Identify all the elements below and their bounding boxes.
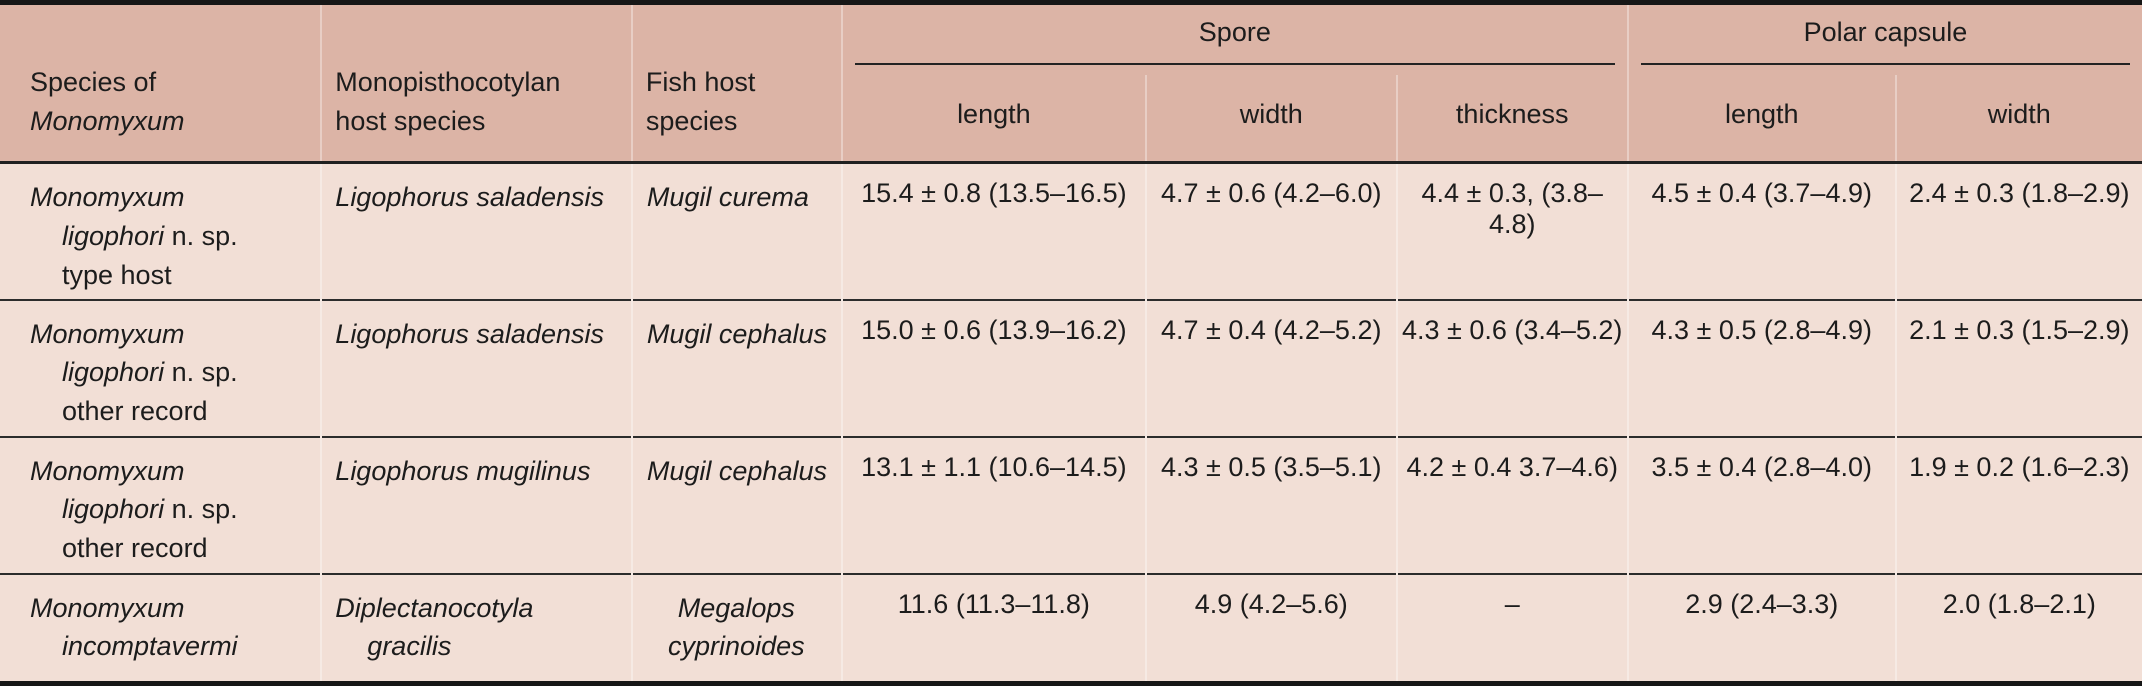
cell-pc-width: 2.1 ± 0.3 (1.5–2.9): [1909, 314, 2130, 345]
cell-monopisthocotylan-host: Ligophorus saladensis: [321, 162, 633, 300]
cell-pc-length: 4.5 ± 0.4 (3.7–4.9): [1627, 162, 1897, 300]
cell-monopisthocotylan-host: Ligophorus saladensis: [321, 299, 633, 437]
species-suffix: n. sp.: [164, 357, 238, 388]
polar-capsule-group-label: Polar capsule: [1803, 17, 1968, 47]
cell-spore-thickness: 4.4 ± 0.3, (3.8–4.8): [1396, 162, 1629, 300]
species-epithet: incomptavermi: [62, 631, 238, 662]
cell-pc-width: 1.9 ± 0.2 (1.6–2.3): [1909, 451, 2130, 482]
header-species-column: Species of Monomyxum: [0, 2, 323, 163]
cell-spore-width: 4.9 (4.2–5.6): [1145, 573, 1398, 684]
fish-host-line1: Mugil curema: [646, 182, 809, 212]
cell-species: Monomyxum ligophori n. sp. other record: [0, 299, 323, 437]
cell-pc-length: 2.9 (2.4–3.3): [1627, 573, 1897, 684]
fish-host-line2: cyprinoides: [668, 631, 805, 662]
table-header: Species of Monomyxum Monopisthocotylan h…: [0, 2, 2142, 163]
cell-monopisthocotylan-host: Ligophorus mugilinus: [321, 436, 633, 574]
cell-spore-length: 15.0 ± 0.6 (13.9–16.2): [841, 299, 1147, 437]
header-group-row: Species of Monomyxum Monopisthocotylan h…: [0, 2, 2142, 163]
mono-host-line2: gracilis: [367, 631, 452, 662]
header-species-line1: Species of: [30, 67, 157, 98]
mono-host-line1: Ligophorus saladensis: [335, 318, 604, 349]
species-epithet-line: incomptavermi: [30, 627, 319, 666]
table-row-2: Monomyxum ligophori n. sp. other record …: [0, 299, 2142, 437]
cell-spore-thickness: 4.2 ± 0.4 3.7–4.6): [1396, 436, 1629, 574]
header-group-spore: Spore: [841, 2, 1629, 75]
cell-spore-width: 4.3 ± 0.5 (3.5–5.1): [1145, 436, 1398, 574]
species-epithet-line: ligophori n. sp.: [30, 490, 319, 529]
species-suffix: n. sp.: [164, 220, 238, 251]
cell-pc-width: 2.4 ± 0.3 (1.8–2.9): [1909, 178, 2130, 208]
cell-fish-host: Mugil curema: [631, 162, 843, 300]
header-group-polar-capsule: Polar capsule: [1627, 2, 2142, 75]
header-fish-line2: species: [645, 106, 738, 137]
cell-spore-width: 4.7 ± 0.6 (4.2–6.0): [1145, 162, 1398, 300]
header-mono-line1: Monopisthocotylan: [335, 67, 561, 98]
header-species-line2: Monomyxum: [30, 106, 185, 137]
cell-species: Monomyxum ligophori n. sp. other record: [0, 436, 323, 574]
cell-spore-length: 13.1 ± 1.1 (10.6–14.5): [841, 436, 1147, 574]
cell-spore-thickness: –: [1396, 573, 1629, 684]
cell-fish-host: Mugil cephalus: [631, 299, 843, 437]
cell-fish-host: Megalops cyprinoides: [631, 573, 843, 684]
cell-species: Monomyxum ligophori n. sp. type host: [0, 162, 323, 300]
fish-host-line1: Megalops: [677, 592, 795, 623]
table-row-4: Monomyxum incomptavermi Diplectanocotyla…: [0, 573, 2142, 684]
cell-fish-host: Mugil cephalus: [631, 436, 843, 574]
polar-capsule-spanner-rule: Polar capsule: [1640, 5, 2130, 65]
table-body: Monomyxum ligophori n. sp. type host Lig…: [0, 162, 2142, 684]
spore-group-label: Spore: [1198, 17, 1271, 47]
subheader-spore-width: width: [1145, 74, 1398, 163]
table-row-1: Monomyxum ligophori n. sp. type host Lig…: [0, 162, 2142, 300]
header-fish-column: Fish host species: [631, 2, 843, 163]
species-genus: Monomyxum: [30, 592, 185, 623]
subheader-pc-width: width: [1895, 74, 2142, 163]
fish-host-line1: Mugil cephalus: [646, 455, 827, 486]
species-genus: Monomyxum: [30, 318, 185, 349]
species-epithet: ligophori: [62, 357, 165, 388]
cell-spore-thickness: 4.3 ± 0.6 (3.4–5.2): [1396, 299, 1629, 437]
cell-spore-length: 11.6 (11.3–11.8): [841, 573, 1147, 684]
mono-host-line1: Diplectanocotyla: [335, 592, 534, 623]
species-epithet-line: ligophori n. sp.: [30, 217, 319, 256]
mono-host-line1: Ligophorus saladensis: [335, 182, 604, 212]
header-monopisthocotylan-column: Monopisthocotylan host species: [321, 2, 633, 163]
species-note: other record: [62, 533, 208, 564]
mono-host-line1: Ligophorus mugilinus: [335, 455, 591, 486]
subheader-spore-length: length: [841, 74, 1147, 163]
species-genus: Monomyxum: [30, 455, 185, 486]
cell-pc-width: 2.0 (1.8–2.1): [1942, 588, 2096, 619]
species-genus: Monomyxum: [30, 182, 185, 212]
cell-species: Monomyxum incomptavermi: [0, 573, 323, 684]
fish-host-line1: Mugil cephalus: [646, 318, 827, 349]
species-note: type host: [62, 259, 172, 290]
cell-monopisthocotylan-host: Diplectanocotyla gracilis: [321, 573, 633, 684]
species-epithet-line: ligophori n. sp.: [30, 353, 319, 392]
species-note: other record: [62, 396, 208, 427]
species-epithet: ligophori: [62, 220, 165, 251]
cell-pc-length: 3.5 ± 0.4 (2.8–4.0): [1627, 436, 1897, 574]
subheader-spore-thickness: thickness: [1396, 74, 1629, 163]
subheader-pc-length: length: [1627, 74, 1897, 163]
cell-spore-width: 4.7 ± 0.4 (4.2–5.2): [1145, 299, 1398, 437]
cell-pc-length: 4.3 ± 0.5 (2.8–4.9): [1627, 299, 1897, 437]
species-suffix: n. sp.: [164, 494, 238, 525]
header-fish-line1: Fish host: [645, 67, 756, 98]
header-sub-row: length width thickness length width: [0, 74, 2142, 163]
cell-spore-length: 15.4 ± 0.8 (13.5–16.5): [841, 162, 1147, 300]
table-row-3: Monomyxum ligophori n. sp. other record …: [0, 436, 2142, 574]
species-epithet: ligophori: [62, 494, 165, 525]
spore-spanner-rule: Spore: [854, 5, 1615, 65]
header-mono-line2: host species: [335, 106, 486, 137]
